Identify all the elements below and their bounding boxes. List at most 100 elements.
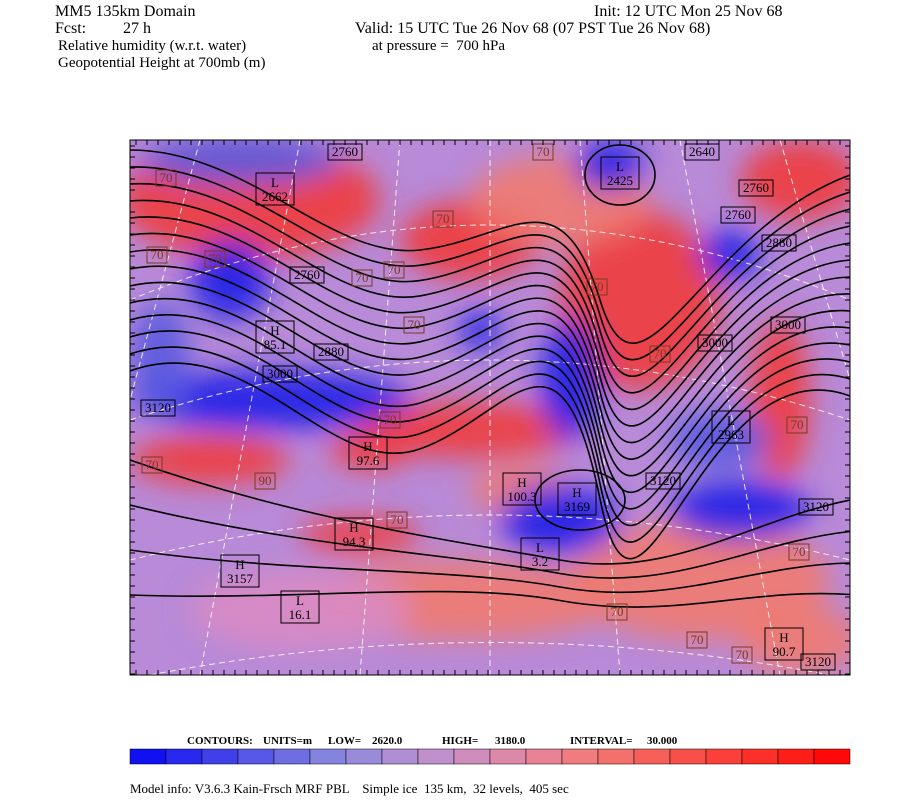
label-box (146, 246, 168, 264)
center-box (502, 472, 542, 506)
label-box (262, 365, 298, 383)
center-box (255, 172, 295, 206)
center-letter: H (572, 485, 581, 500)
color-bar-cell (381, 748, 419, 765)
humidity-area (570, 520, 830, 640)
contour-label: 3120 (803, 499, 829, 514)
humidity-area (360, 402, 580, 458)
humidity-area (575, 140, 645, 190)
contour-label: 70 (388, 262, 401, 277)
contour-label: 2760 (743, 180, 769, 195)
contour-line (534, 469, 626, 531)
label-box (788, 543, 810, 561)
fcst-label: Fcst: (55, 20, 87, 37)
center-box (220, 554, 260, 588)
color-bar-cell (345, 748, 383, 765)
contour-line (130, 249, 850, 444)
contour-line (130, 504, 850, 579)
center-value: 94.3 (343, 534, 366, 549)
contour-line (130, 166, 850, 361)
contour-label: 2760 (725, 207, 751, 222)
color-bar-cell (453, 748, 491, 765)
center-value: 2963 (718, 427, 744, 442)
center-letter: L (271, 175, 279, 190)
contours-high-label: HIGH= (442, 735, 479, 747)
label-box (289, 266, 325, 284)
humidity-area (130, 435, 290, 485)
label-box (798, 498, 834, 516)
color-bar-cell (777, 748, 815, 765)
model-title: MM5 135km Domain (55, 3, 196, 20)
label-box (738, 179, 774, 197)
humidity-field (130, 140, 850, 675)
contour-label: 2760 (294, 267, 320, 282)
humidity-area (140, 140, 340, 185)
humidity-area (190, 240, 270, 320)
contour-line (130, 590, 850, 608)
humidity-area (130, 370, 410, 430)
label-box (351, 269, 373, 287)
label-box (140, 399, 176, 417)
label-box (720, 206, 756, 224)
center-value: 3157 (227, 571, 254, 586)
pressure: at pressure = 700 hPa (372, 38, 506, 54)
center-value: 90.7 (773, 644, 796, 659)
graticule-line (130, 140, 201, 401)
color-bar-cell (669, 748, 707, 765)
center-box (520, 537, 560, 571)
label-box (686, 631, 708, 649)
label-box (606, 603, 628, 621)
contours-interval: 30.000 (647, 735, 678, 747)
center-letter: L (296, 593, 304, 608)
label-box (697, 334, 733, 352)
contour-label: 90 (259, 473, 272, 488)
map-frame (129, 139, 851, 676)
contour-line (130, 265, 850, 460)
contours-label: CONTOURS: (187, 735, 253, 747)
center-letter: H (270, 323, 279, 338)
label-box (645, 472, 681, 490)
contour-label: 3000 (702, 335, 728, 350)
color-bar-cell (741, 748, 779, 765)
center-value: 16.1 (289, 607, 312, 622)
contour-label: 2640 (689, 144, 715, 159)
color-bar-cell (561, 748, 599, 765)
color-bar-cell (417, 748, 455, 765)
contour-label: 70 (151, 247, 164, 262)
center-box (280, 590, 320, 624)
graticule-line (779, 140, 850, 381)
contour-label: 3120 (650, 473, 676, 488)
color-bar-cell (309, 748, 347, 765)
contour-label: 70 (691, 632, 704, 647)
center-value: 3.2 (532, 554, 548, 569)
valid-time: Valid: 15 UTC Tue 26 Nov 68 (07 PST Tue … (355, 20, 711, 37)
label-box (313, 343, 349, 361)
label-box (155, 169, 177, 187)
contours-high: 3180.0 (495, 735, 526, 747)
model-info: Model info: V3.6.3 Kain-Frsch MRF PBL Si… (130, 781, 569, 796)
contour-label: 70 (591, 279, 604, 294)
label-box (770, 316, 806, 334)
init-time: Init: 12 UTC Mon 25 Nov 68 (594, 3, 783, 20)
contour-line (130, 232, 850, 427)
contour-line (130, 183, 850, 377)
label-box (379, 411, 401, 429)
contour-label: 3120 (805, 654, 831, 669)
contour-line (130, 149, 850, 344)
contour-label: 70 (391, 512, 404, 527)
field-blobs (130, 140, 850, 675)
contour-label: 3000 (775, 317, 801, 332)
contours-low: 2620.0 (372, 735, 403, 747)
contours-low-label: LOW= (328, 735, 362, 747)
contour-label: 70 (791, 417, 804, 432)
contour-line (130, 330, 850, 527)
height-contours (130, 144, 850, 608)
color-bar-cell (237, 748, 275, 765)
label-box (731, 646, 753, 664)
contour-label: 70 (654, 346, 667, 361)
field-1: Relative humidity (w.r.t. water) (58, 38, 247, 54)
center-letter: H (349, 520, 358, 535)
contour-line (130, 459, 850, 565)
contour-label: 3000 (267, 366, 293, 381)
